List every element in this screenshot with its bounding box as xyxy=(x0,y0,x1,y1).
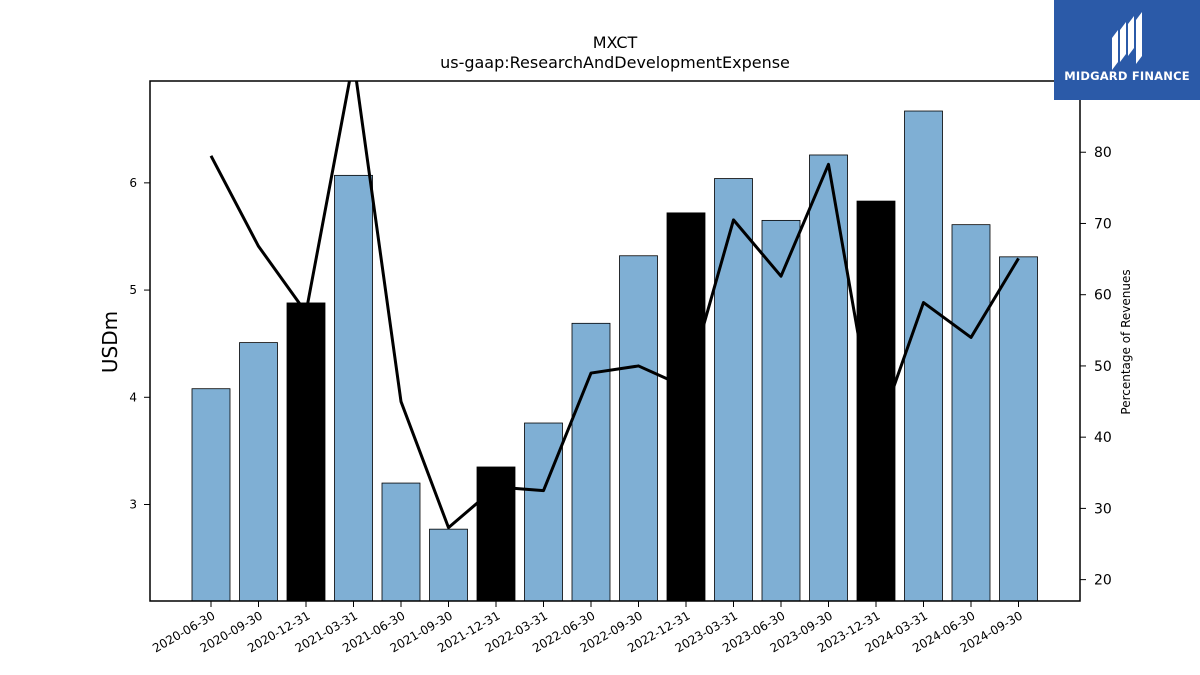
y2-tick-label: 20 xyxy=(1094,573,1112,589)
bar-2022-06-30 xyxy=(571,322,611,602)
bar-2023-03-31 xyxy=(714,178,753,602)
brand-logo: MIDGARD FINANCE xyxy=(1054,0,1200,100)
y2-axis-label: Percentage of Revenues xyxy=(1119,269,1133,414)
chart-subtitle: us-gaap:ResearchAndDevelopmentExpense xyxy=(440,53,790,72)
bar-2022-03-31 xyxy=(524,422,563,602)
y2-tick-label: 40 xyxy=(1094,430,1112,446)
bar-2024-09-30 xyxy=(999,256,1038,602)
bar-2022-12-31 xyxy=(666,212,706,602)
bar-2022-09-30 xyxy=(619,255,658,602)
chart-title: MXCT xyxy=(593,33,638,52)
y2-tick-label: 70 xyxy=(1094,216,1112,232)
brand-logo-text: MIDGARD FINANCE xyxy=(1064,69,1190,83)
y-tick-label: 3 xyxy=(129,498,137,512)
bars-layer xyxy=(191,110,1038,602)
bar-2021-09-30 xyxy=(429,528,468,602)
bar-2020-09-30 xyxy=(239,342,278,602)
bar-2020-06-30 xyxy=(191,388,231,602)
bar-2023-09-30 xyxy=(809,154,848,602)
bar-2021-06-30 xyxy=(381,482,421,602)
bar-2024-06-30 xyxy=(951,224,991,602)
bar-2023-06-30 xyxy=(761,219,801,602)
y-tick-label: 5 xyxy=(129,283,137,297)
y2-tick-label: 50 xyxy=(1094,359,1112,375)
y-tick-label: 6 xyxy=(129,176,137,190)
brand-mark-icon xyxy=(1112,12,1142,70)
bar-2024-03-31 xyxy=(904,110,943,602)
y2-tick-label: 60 xyxy=(1094,288,1112,304)
bar-2021-03-31 xyxy=(334,174,373,602)
y2-tick-label: 30 xyxy=(1094,501,1112,517)
y-axis-label: USDm xyxy=(98,311,122,373)
axes-layer: 3456203040506070802020-06-302020-09-3020… xyxy=(129,80,1112,655)
plot-frame xyxy=(149,80,1081,602)
bar-2020-12-31 xyxy=(286,302,326,602)
line-layer xyxy=(209,81,1020,530)
y-tick-label: 4 xyxy=(129,390,137,404)
y2-tick-label: 80 xyxy=(1094,145,1112,161)
line-series-percentage xyxy=(209,81,1020,530)
